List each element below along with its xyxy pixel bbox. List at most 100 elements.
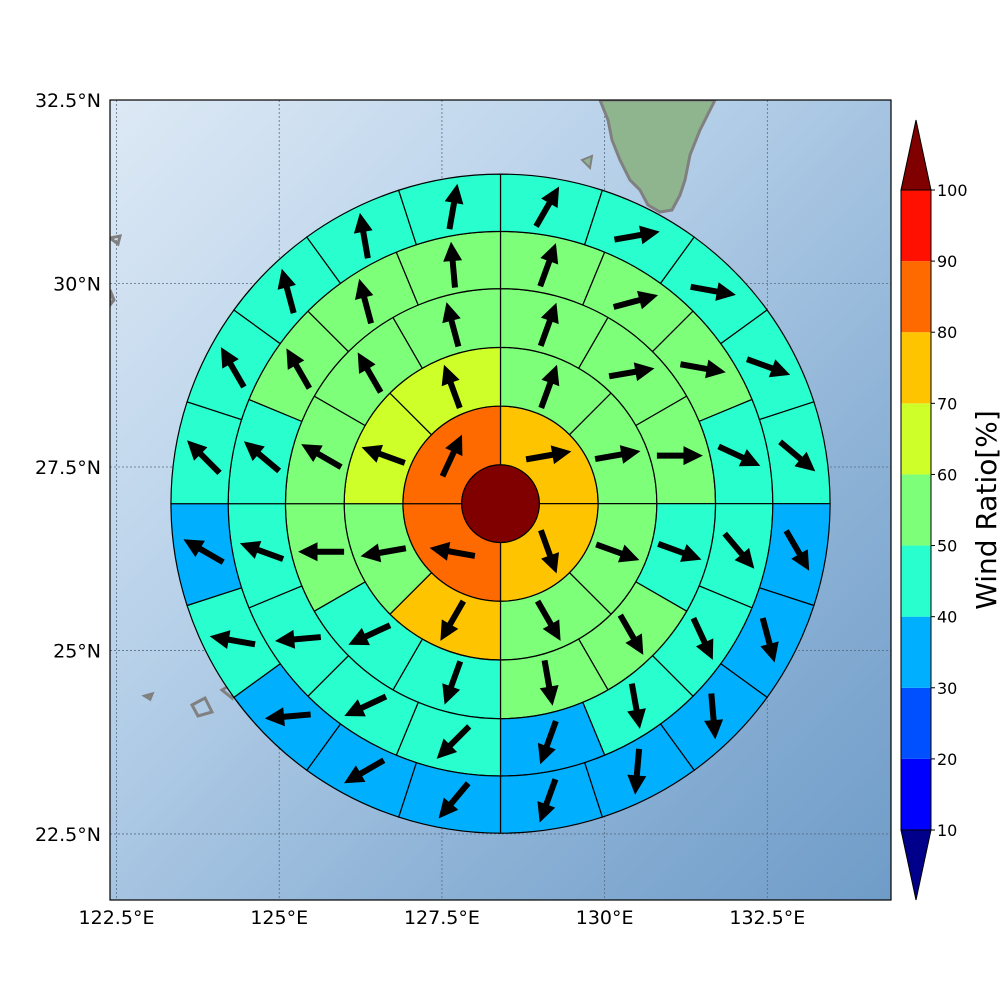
- wind-direction-arrow: [355, 278, 374, 325]
- wind-direction-arrow: [441, 364, 463, 409]
- wind-direction-arrow: [783, 529, 810, 571]
- wind-direction-arrow: [690, 616, 714, 660]
- wind-direction-arrow: [357, 352, 384, 394]
- colorbar-extend-max: [900, 119, 932, 191]
- x-tick-label: 125°E: [250, 907, 308, 929]
- latitude-ticks: 22.5°N 25°N 27.5°N 30°N 32.5°N: [35, 90, 101, 846]
- longitude-ticks: 122.5°E 125°E 127.5°E 130°E 132.5°E: [79, 907, 806, 929]
- wind-direction-arrow: [220, 347, 247, 389]
- wind-direction-arrow: [617, 613, 644, 655]
- wind-direction-arrow: [538, 364, 560, 409]
- wind-direction-arrow: [301, 444, 343, 470]
- wind-direction-arrow: [656, 446, 703, 466]
- y-tick-label: 25°N: [53, 640, 101, 662]
- wind-ratio-cell: [397, 173, 502, 246]
- wind-direction-arrow: [704, 693, 724, 740]
- wind-direction-arrow: [442, 302, 462, 348]
- wind-direction-arrow: [746, 356, 791, 378]
- polar-wind-plot: [170, 173, 831, 834]
- colorbar-tick-label: 100: [937, 181, 968, 200]
- wind-direction-arrow: [535, 599, 561, 641]
- wind-direction-arrow: [348, 622, 392, 646]
- colorbar-segment: [901, 616, 931, 688]
- wind-direction-arrow: [360, 543, 407, 563]
- wind-direction-arrow: [344, 693, 388, 717]
- wind-direction-arrow: [353, 212, 373, 259]
- wind-direction-arrow: [440, 599, 466, 641]
- y-tick-label: 22.5°N: [35, 824, 101, 846]
- colorbar-segment: [901, 332, 931, 404]
- wind-direction-arrow: [594, 445, 641, 464]
- colorbar-segment: [901, 687, 931, 759]
- x-tick-label: 130°E: [576, 907, 634, 929]
- colorbar-segment: [901, 261, 931, 333]
- wind-direction-arrow: [537, 302, 559, 347]
- colorbar-tick-label: 20: [937, 750, 957, 769]
- wind-direction-arrow: [595, 541, 640, 563]
- colorbar: 10 20 30 40 50 60 70 80 90 100 Wind Ratio[%]: [900, 119, 1000, 901]
- wind-direction-arrow: [608, 362, 655, 382]
- wind-direction-arrow: [627, 683, 646, 729]
- wind-direction-arrow: [209, 630, 256, 649]
- colorbar-segment: [901, 403, 931, 475]
- colorbar-extend-min: [900, 829, 932, 901]
- wind-direction-arrow: [717, 443, 761, 467]
- wind-direction-arrow: [275, 629, 322, 649]
- colorbar-tick-label: 80: [937, 323, 957, 342]
- wind-direction-arrow: [613, 225, 660, 245]
- x-tick-label: 127.5°E: [404, 907, 480, 929]
- colorbar-tick-label: 10: [937, 821, 957, 840]
- wind-direction-arrow: [277, 268, 297, 314]
- wind-direction-arrow: [533, 186, 560, 228]
- wind-direction-arrow: [436, 724, 472, 759]
- wind-direction-arrow: [722, 531, 755, 569]
- y-tick-label: 32.5°N: [35, 90, 101, 112]
- wind-direction-arrow: [298, 542, 345, 562]
- x-tick-label: 122.5°E: [79, 907, 155, 929]
- wind-direction-arrow: [539, 659, 559, 706]
- colorbar-frame: [900, 189, 932, 831]
- wind-direction-arrow: [361, 444, 406, 466]
- colorbar-tick-label: 50: [937, 537, 957, 556]
- wind-direction-arrow: [538, 529, 559, 574]
- wind-direction-arrow: [444, 183, 464, 230]
- wind-direction-arrow: [438, 781, 471, 819]
- colorbar-segment: [901, 474, 931, 546]
- map-axes: 122.5°E 125°E 127.5°E 130°E 132.5°E 22.5°N 25…: [35, 90, 892, 929]
- wind-direction-arrow: [627, 748, 647, 795]
- colorbar-label: Wind Ratio[%]: [970, 410, 1000, 610]
- wind-direction-arrow: [439, 434, 463, 478]
- wind-direction-arrow: [759, 617, 779, 663]
- wind-direction-arrow: [537, 720, 559, 765]
- colorbar-tick-label: 70: [937, 394, 957, 413]
- wind-direction-arrow: [443, 241, 463, 288]
- wind-direction-arrow: [264, 707, 311, 727]
- wind-direction-arrow: [239, 541, 285, 562]
- colorbar-segment: [901, 545, 931, 617]
- colorbar-tick-label: 90: [937, 252, 957, 271]
- wind-direction-arrow: [429, 541, 476, 561]
- y-tick-label: 27.5°N: [35, 457, 101, 479]
- colorbar-tick-label: 60: [937, 465, 957, 484]
- colorbar-tick-label: 40: [937, 608, 957, 627]
- wind-direction-arrow: [183, 539, 225, 565]
- wind-direction-arrow: [344, 757, 386, 784]
- wind-direction-arrow: [537, 778, 559, 823]
- x-tick-label: 132.5°E: [729, 907, 805, 929]
- wind-direction-arrow: [690, 282, 736, 301]
- colorbar-segment: [901, 190, 931, 262]
- wind-direction-arrow: [442, 660, 464, 705]
- wind-direction-arrow: [525, 445, 572, 465]
- wind-direction-arrow: [679, 359, 726, 379]
- colorbar-segment: [901, 758, 931, 830]
- wind-direction-arrow: [187, 440, 222, 475]
- wind-direction-arrow: [537, 243, 559, 288]
- wind-direction-arrow: [612, 290, 659, 310]
- wind-direction-arrow: [286, 348, 312, 390]
- map-frame: [109, 99, 892, 901]
- y-tick-label: 30°N: [53, 273, 101, 295]
- wind-direction-arrow: [243, 441, 282, 474]
- colorbar-tick-label: 30: [937, 679, 957, 698]
- wind-direction-arrow: [657, 541, 702, 562]
